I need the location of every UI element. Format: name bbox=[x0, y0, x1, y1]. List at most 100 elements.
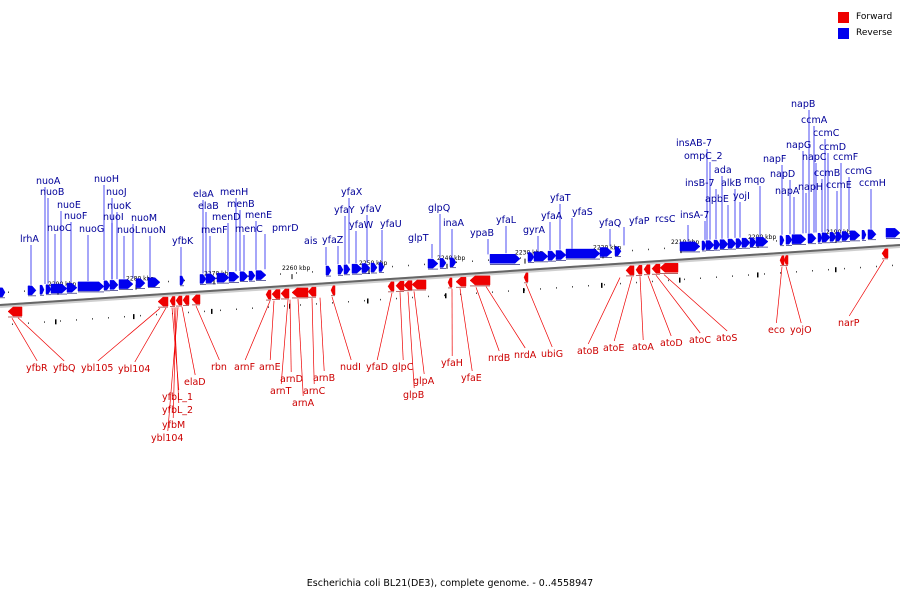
forward-label-leader bbox=[331, 296, 352, 361]
scale-tick-minor bbox=[508, 290, 509, 292]
scale-tick-minor bbox=[12, 323, 13, 325]
forward-label-leader bbox=[297, 299, 304, 397]
reverse-gene-label-yfaL: yfaL bbox=[496, 215, 517, 226]
scale-tick-minor bbox=[620, 282, 621, 285]
scale-tick-minor bbox=[776, 240, 777, 242]
forward-label-leader bbox=[475, 287, 500, 352]
forward-label-leader bbox=[776, 266, 783, 324]
reverse-gene-label-menE: menE bbox=[245, 210, 272, 221]
reverse-gene-arrow bbox=[841, 231, 851, 241]
scale-tick-minor bbox=[488, 259, 489, 261]
reverse-gene-label-ccmG: ccmG bbox=[845, 166, 872, 177]
scale-tick-minor bbox=[716, 276, 717, 278]
reverse-gene-arrow bbox=[701, 240, 707, 251]
scale-tick-minor bbox=[540, 288, 541, 290]
scale-tick-minor bbox=[316, 303, 317, 305]
scale-tick-minor bbox=[844, 267, 845, 270]
scale-tick-minor bbox=[92, 318, 93, 320]
forward-gene-arrow bbox=[395, 281, 405, 291]
reverse-gene-label-elaB: elaB bbox=[198, 201, 219, 212]
scale-tick-minor bbox=[456, 261, 457, 264]
forward-label-leader bbox=[289, 299, 292, 373]
scale-tick-major-lower bbox=[523, 288, 525, 294]
reverse-gene-arrow bbox=[785, 235, 793, 245]
forward-gene-arrow bbox=[403, 280, 413, 290]
forward-label-leader bbox=[399, 292, 404, 361]
reverse-gene-label-menB: menB bbox=[227, 199, 255, 210]
forward-gene-arrow bbox=[635, 265, 643, 275]
reverse-gene-arrow bbox=[361, 263, 371, 273]
reverse-gene-label-nuoH: nuoH bbox=[94, 174, 119, 185]
reverse-gene-label-inaA: inaA bbox=[443, 218, 464, 229]
forward-strand-genes bbox=[7, 248, 889, 318]
reverse-swatch bbox=[838, 27, 849, 39]
reverse-gene-label-yfaU: yfaU bbox=[380, 219, 402, 230]
forward-gene-arrow bbox=[779, 255, 785, 266]
forward-gene-label-yojO: yojO bbox=[790, 325, 812, 336]
reverse-gene-label-insB-7: insB-7 bbox=[685, 178, 715, 189]
forward-gene-arrow bbox=[182, 295, 190, 305]
reverse-label-leaders bbox=[30, 110, 872, 285]
legend-forward-label: Forward bbox=[856, 12, 893, 22]
reverse-gene-arrow bbox=[489, 254, 521, 264]
backbone-line bbox=[0, 244, 900, 306]
forward-label-leader bbox=[639, 276, 644, 341]
forward-label-leader bbox=[134, 307, 167, 363]
reverse-gene-label-nuoK: nuoK bbox=[107, 201, 132, 212]
reverse-gene-arrow bbox=[370, 262, 378, 273]
forward-label-leader bbox=[280, 299, 289, 385]
scale-tick-major-lower bbox=[679, 277, 681, 283]
reverse-gene-arrow bbox=[755, 236, 769, 247]
forward-gene-label-eco: eco bbox=[768, 325, 785, 336]
forward-gene-arrow bbox=[191, 294, 201, 305]
reverse-gene-label-ais: ais bbox=[304, 236, 317, 247]
scale-tick-minor bbox=[184, 279, 185, 282]
reverse-gene-arrow bbox=[27, 285, 37, 296]
scale-tick-minor bbox=[636, 281, 637, 284]
reverse-gene-label-yfaP: yfaP bbox=[629, 216, 650, 227]
reverse-gene-label-menC: menC bbox=[235, 224, 263, 235]
reverse-gene-arrow bbox=[39, 284, 45, 295]
scale-tick-minor bbox=[520, 257, 521, 259]
reverse-gene-arrow bbox=[779, 235, 785, 246]
reverse-gene-label-menF: menF bbox=[201, 225, 228, 236]
reverse-gene-arrow bbox=[77, 281, 105, 292]
reverse-gene-arrow bbox=[118, 279, 134, 289]
scale-tick-minor bbox=[252, 307, 253, 309]
reverse-gene-label-nuoA: nuoA bbox=[36, 176, 61, 187]
reverse-gene-label-ada: ada bbox=[714, 165, 732, 176]
scale-tick-minor bbox=[44, 321, 45, 323]
reverse-gene-arrow bbox=[135, 278, 146, 288]
forward-gene-label-atoE: atoE bbox=[603, 343, 624, 354]
reverse-gene-arrow bbox=[829, 232, 837, 242]
reverse-gene-label-nuoL: nuoL bbox=[117, 225, 141, 236]
forward-label-leaders bbox=[11, 259, 885, 432]
scale-tick-minor bbox=[492, 291, 493, 293]
scale-tick-minor bbox=[472, 260, 473, 262]
reverse-gene-label-nuoE: nuoE bbox=[57, 200, 81, 211]
forward-gene-arrow bbox=[783, 255, 789, 265]
forward-gene-label-elaD: elaD bbox=[184, 377, 206, 388]
reverse-gene-arrow bbox=[727, 238, 737, 249]
genome-backbone bbox=[0, 244, 900, 308]
forward-label-leader bbox=[459, 288, 473, 372]
forward-gene-arrow bbox=[330, 285, 336, 296]
reverse-gene-label-yojI: yojI bbox=[733, 191, 750, 202]
forward-label-leader bbox=[376, 292, 393, 361]
scale-tick-minor bbox=[140, 314, 141, 317]
forward-gene-label-atoS: atoS bbox=[716, 333, 737, 344]
reverse-gene-arrow bbox=[867, 229, 877, 240]
forward-gene-arrow bbox=[271, 289, 281, 299]
scale-tick-minor bbox=[876, 265, 877, 268]
reverse-gene-arrow bbox=[228, 272, 240, 282]
forward-gene-label-rbn: rbn bbox=[211, 362, 227, 373]
forward-gene-arrow bbox=[625, 265, 635, 276]
forward-label-leader bbox=[663, 274, 728, 332]
reverse-gene-label-ccmD: ccmD bbox=[819, 142, 846, 153]
scale-tick-minor bbox=[476, 292, 477, 294]
reverse-gene-label-menD: menD bbox=[212, 212, 240, 223]
forward-gene-label-atoD: atoD bbox=[660, 338, 683, 349]
forward-gene-label-nrdB: nrdB bbox=[488, 353, 510, 364]
forward-gene-label-glpB: glpB bbox=[403, 390, 424, 401]
scale-tick-minor bbox=[284, 305, 285, 307]
